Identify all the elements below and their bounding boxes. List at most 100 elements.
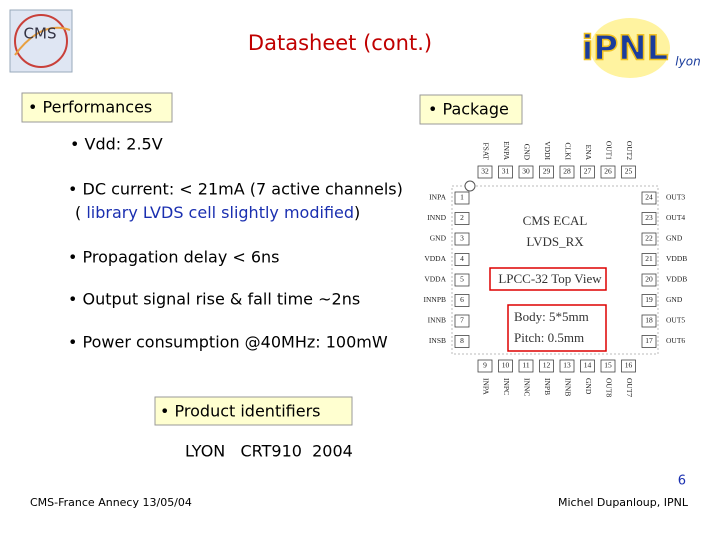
pin-box xyxy=(518,359,534,373)
note-text: library LVDS cell slightly modified xyxy=(86,203,354,222)
footer-right: Michel Dupanloup, IPNL xyxy=(558,496,689,509)
pin-name: GND xyxy=(666,234,683,243)
slide-title: Datasheet (cont.) xyxy=(248,31,432,55)
pin-number: 12 xyxy=(543,361,551,370)
pin-box xyxy=(454,212,470,225)
product-id: LYON CRT910 2004 xyxy=(185,442,353,461)
pin-number: 31 xyxy=(502,167,510,176)
pin-name: INND xyxy=(427,213,446,222)
pin-name: VDDA xyxy=(424,254,446,263)
chip-label: CMS ECAL xyxy=(523,213,588,228)
logo-track xyxy=(14,26,71,56)
pin-name: GND xyxy=(522,144,531,161)
section-heading: • Package xyxy=(428,100,509,119)
pin-box xyxy=(559,359,575,373)
pin-box xyxy=(454,314,470,328)
section-heading: • Performances xyxy=(28,98,152,117)
chip-label: LVDS_RX xyxy=(526,234,584,249)
pin-number: 26 xyxy=(604,167,612,176)
pin-box xyxy=(559,165,575,179)
logo-subtext: lyon xyxy=(675,55,700,69)
pin-number: 24 xyxy=(645,193,653,202)
pin-number: 8 xyxy=(460,336,464,345)
pin-name: INNB xyxy=(563,378,572,396)
pin-number: 7 xyxy=(460,316,464,325)
pin-box xyxy=(477,359,493,373)
pin-box xyxy=(600,359,616,373)
pin-name: INNC xyxy=(522,378,531,396)
pin-name: INPA xyxy=(481,378,490,395)
pin-number: 2 xyxy=(460,213,464,222)
pin-number: 25 xyxy=(625,167,633,176)
bullet-item: • Vdd: 2.5V xyxy=(70,135,163,154)
heading-box xyxy=(21,92,173,123)
pin-box xyxy=(498,165,513,179)
performance-list: • Vdd: 2.5V • DC current: < 21mA (7 activ… xyxy=(68,135,403,352)
pin-box xyxy=(498,359,513,373)
pin-name: OUT5 xyxy=(666,316,685,325)
pin-number: 6 xyxy=(460,295,464,304)
pin-name: ENA xyxy=(584,145,593,161)
pin-number: 16 xyxy=(625,361,633,370)
pin-box xyxy=(641,232,657,246)
pin-box xyxy=(641,253,657,266)
pin-box xyxy=(518,165,534,179)
pin-number: 18 xyxy=(645,316,653,325)
pin-number: 5 xyxy=(460,275,464,284)
pin-box xyxy=(641,335,657,348)
pin-name: GND xyxy=(666,295,683,304)
pin-name: INSB xyxy=(429,336,446,345)
pin-number: 13 xyxy=(563,361,571,370)
pin-number: 32 xyxy=(481,167,489,176)
pin-box xyxy=(641,314,657,328)
heading-box xyxy=(154,396,353,426)
pin-name: OUT6 xyxy=(666,336,685,345)
pin-box xyxy=(641,273,657,287)
pin-box xyxy=(539,165,554,179)
cms-logo: CMS xyxy=(9,9,73,73)
pin-name: INNPB xyxy=(423,295,446,304)
pin-box xyxy=(641,294,657,307)
pin-number: 19 xyxy=(645,295,653,304)
pin-number: 15 xyxy=(604,361,612,370)
pin-number: 9 xyxy=(483,361,487,370)
note: ( library LVDS cell slightly modified) xyxy=(75,203,360,222)
pin-name: INPB xyxy=(543,378,552,395)
pin-name: INPC xyxy=(502,378,511,395)
pin-name: OUT3 xyxy=(666,193,685,202)
logo-text: iPNL xyxy=(582,29,669,69)
pin-box xyxy=(641,212,657,225)
pin-number: 27 xyxy=(584,167,592,176)
pin-name: VDDA xyxy=(424,275,446,284)
bullet-item: • Propagation delay < 6ns xyxy=(68,248,280,267)
footer-left: CMS-France Annecy 13/05/04 xyxy=(30,496,192,509)
pin-number: 14 xyxy=(584,361,592,370)
pin-box xyxy=(600,165,616,179)
pin-name: VDDI xyxy=(543,141,552,160)
pin-name: GND xyxy=(430,234,447,243)
pin-number: 3 xyxy=(460,234,464,243)
logo-ring xyxy=(14,14,68,68)
pin-name: OUT8 xyxy=(604,378,613,397)
pin-box xyxy=(477,165,493,179)
pin-box xyxy=(454,294,470,307)
pin-name: OUT4 xyxy=(666,213,685,222)
pin-name: ENPA xyxy=(502,141,511,160)
pin-number: 30 xyxy=(522,167,530,176)
pin1-mark xyxy=(464,180,476,192)
pin-number: 22 xyxy=(645,234,653,243)
pin-box xyxy=(621,359,636,373)
bullet-item: • Output signal rise & fall time ~2ns xyxy=(68,290,360,309)
pin-number: 20 xyxy=(645,275,653,284)
pin-number: 4 xyxy=(460,254,464,263)
pin-number: 11 xyxy=(522,361,529,370)
bullet-item: • DC current: < 21mA (7 active channels) xyxy=(68,180,403,199)
chip-outline xyxy=(451,185,659,355)
note-open: ( xyxy=(75,203,86,222)
pin-box xyxy=(454,335,470,348)
pin-name: OUT2 xyxy=(625,141,634,160)
pin-box xyxy=(641,191,657,205)
pin-number: 17 xyxy=(645,336,653,345)
